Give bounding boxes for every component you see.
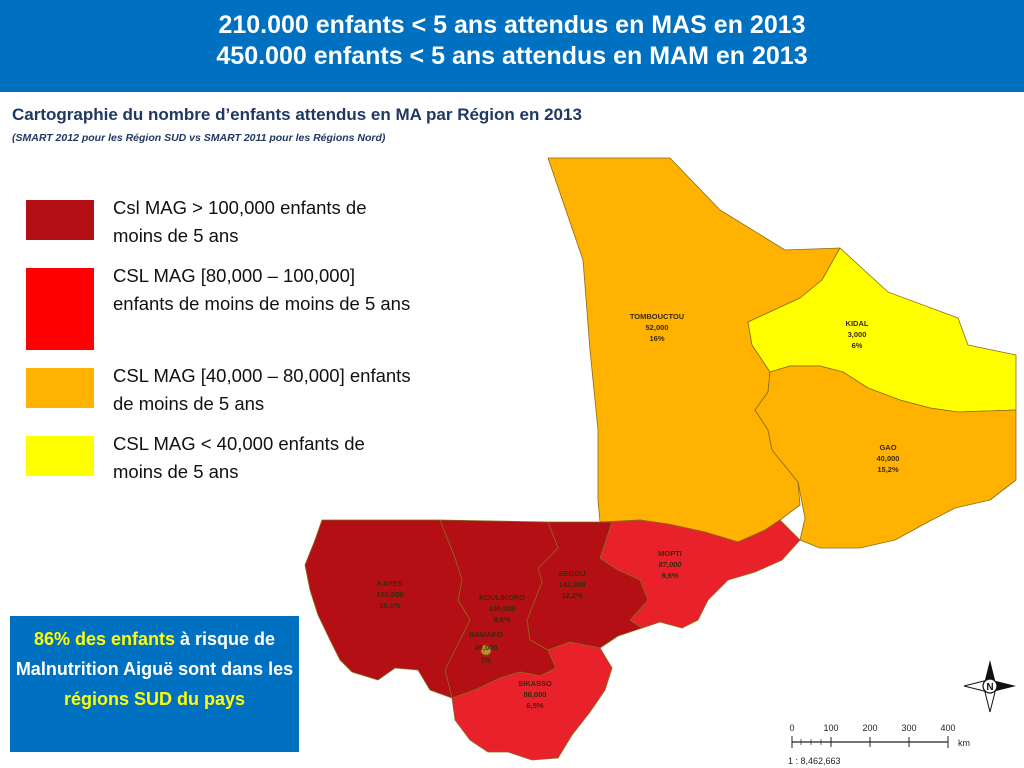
scale-ratio: 1 : 8,462,663 [788, 756, 841, 766]
label-koulikoro-name: KOULIKORO [479, 593, 525, 602]
region-labels: TOMBOUCTOU 52,000 16% KIDAL 3,000 6% GAO 40,0… [376, 312, 899, 710]
key-message-box: 86% des enfants à risque de Malnutrition… [10, 616, 299, 752]
region-bamako [480, 644, 492, 656]
label-tombouctou-name: TOMBOUCTOU [630, 312, 684, 321]
label-sikasso-count: 86,000 [524, 690, 547, 699]
legend-label-lower-mid: CSL MAG [40,000 – 80,000] enfants de moi… [113, 365, 411, 414]
label-sikasso-name: SIKASSO [518, 679, 552, 688]
label-segou-name: SEGOU [558, 569, 585, 578]
label-tombouctou-pct: 16% [649, 334, 664, 343]
callout-percentage: 86% des enfants [33, 629, 175, 649]
title-line-mas: 210.000 enfants < 5 ans attendus en MAS … [218, 11, 806, 39]
north-letter: N [986, 682, 993, 693]
scale-bar: 0 100 200 300 400 km 1 : 8,462,663 [788, 723, 970, 766]
source-note: (SMART 2012 pour les Région SUD vs SMART… [12, 132, 386, 144]
legend-swatch-upper-mid [26, 268, 94, 350]
legend-swatch-lower-mid [26, 368, 94, 408]
legend-label-upper-mid: CSL MAG [80,000 – 100,000] enfants de mo… [113, 265, 411, 314]
label-segou-pct: 12,2% [561, 591, 583, 600]
label-gao-pct: 15,2% [877, 465, 899, 474]
legend-swatch-low [26, 436, 94, 476]
callout-text: à risque de Malnutrition Aiguë sont dans… [15, 629, 294, 679]
label-mopti-count: 87,000 [659, 560, 683, 569]
label-kayes-count: 101,000 [376, 590, 403, 599]
mali-region-map: TOMBOUCTOU 52,000 16% KIDAL 3,000 6% GAO 40,0… [304, 157, 1017, 766]
north-arrow-icon: N [963, 660, 1016, 713]
label-mopti-pct: 8,6% [661, 571, 678, 580]
label-kidal-name: KIDAL [846, 319, 869, 328]
legend-label-high: Csl MAG > 100,000 enfants de moins de 5 … [113, 197, 367, 246]
label-sikasso-pct: 6,5% [526, 701, 543, 710]
label-koulikoro-count: 100,000 [488, 604, 515, 613]
map-subtitle: Cartographie du nombre d’enfants attendu… [12, 105, 582, 124]
callout-regions: régions SUD du pays [63, 689, 246, 709]
label-koulikoro-pct: 8,6% [493, 615, 510, 624]
scale-tick-0: 0 [789, 723, 794, 733]
legend-label-low: CSL MAG < 40,000 enfants de moins de 5 a… [113, 433, 365, 482]
label-kayes-name: KAYES [377, 579, 402, 588]
region-sikasso [451, 641, 613, 761]
label-gao-name: GAO [879, 443, 896, 452]
label-mopti-name: MOPTI [658, 549, 682, 558]
scale-tick-400: 400 [940, 723, 955, 733]
label-bamako-count: 49,000 [475, 643, 498, 652]
label-bamako-name: BAMAKO [469, 630, 503, 639]
scale-unit: km [958, 738, 970, 748]
scale-tick-200: 200 [862, 723, 877, 733]
label-segou-count: 142,000 [558, 580, 585, 589]
region-kayes [304, 519, 471, 699]
title-line-mam: 450.000 enfants < 5 ans attendus en MAM … [216, 42, 808, 70]
legend-swatch-high [26, 200, 94, 240]
label-kidal-count: 3,000 [848, 330, 867, 339]
label-kayes-pct: 10,1% [379, 601, 401, 610]
label-bamako-pct: 7% [481, 656, 492, 665]
label-tombouctou-count: 52,000 [646, 323, 669, 332]
scale-tick-300: 300 [901, 723, 916, 733]
title-banner: 210.000 enfants < 5 ans attendus en MAS … [0, 0, 1024, 92]
scale-tick-100: 100 [823, 723, 838, 733]
label-kidal-pct: 6% [852, 341, 863, 350]
region-gao [754, 365, 1017, 549]
label-gao-count: 40,000 [877, 454, 900, 463]
